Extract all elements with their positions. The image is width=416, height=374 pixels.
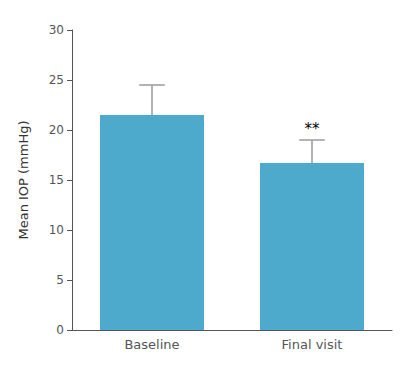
svg-text:15: 15 [49, 173, 64, 187]
svg-text:5: 5 [56, 273, 64, 287]
svg-text:Final visit: Final visit [282, 337, 343, 352]
svg-text:Mean IOP (mmHg): Mean IOP (mmHg) [16, 120, 31, 239]
svg-text:10: 10 [49, 223, 64, 237]
svg-text:20: 20 [49, 123, 64, 137]
svg-text:Baseline: Baseline [124, 337, 179, 352]
svg-text:25: 25 [49, 73, 64, 87]
svg-text:**: ** [305, 120, 321, 138]
svg-text:0: 0 [56, 323, 64, 337]
svg-text:30: 30 [49, 23, 64, 37]
